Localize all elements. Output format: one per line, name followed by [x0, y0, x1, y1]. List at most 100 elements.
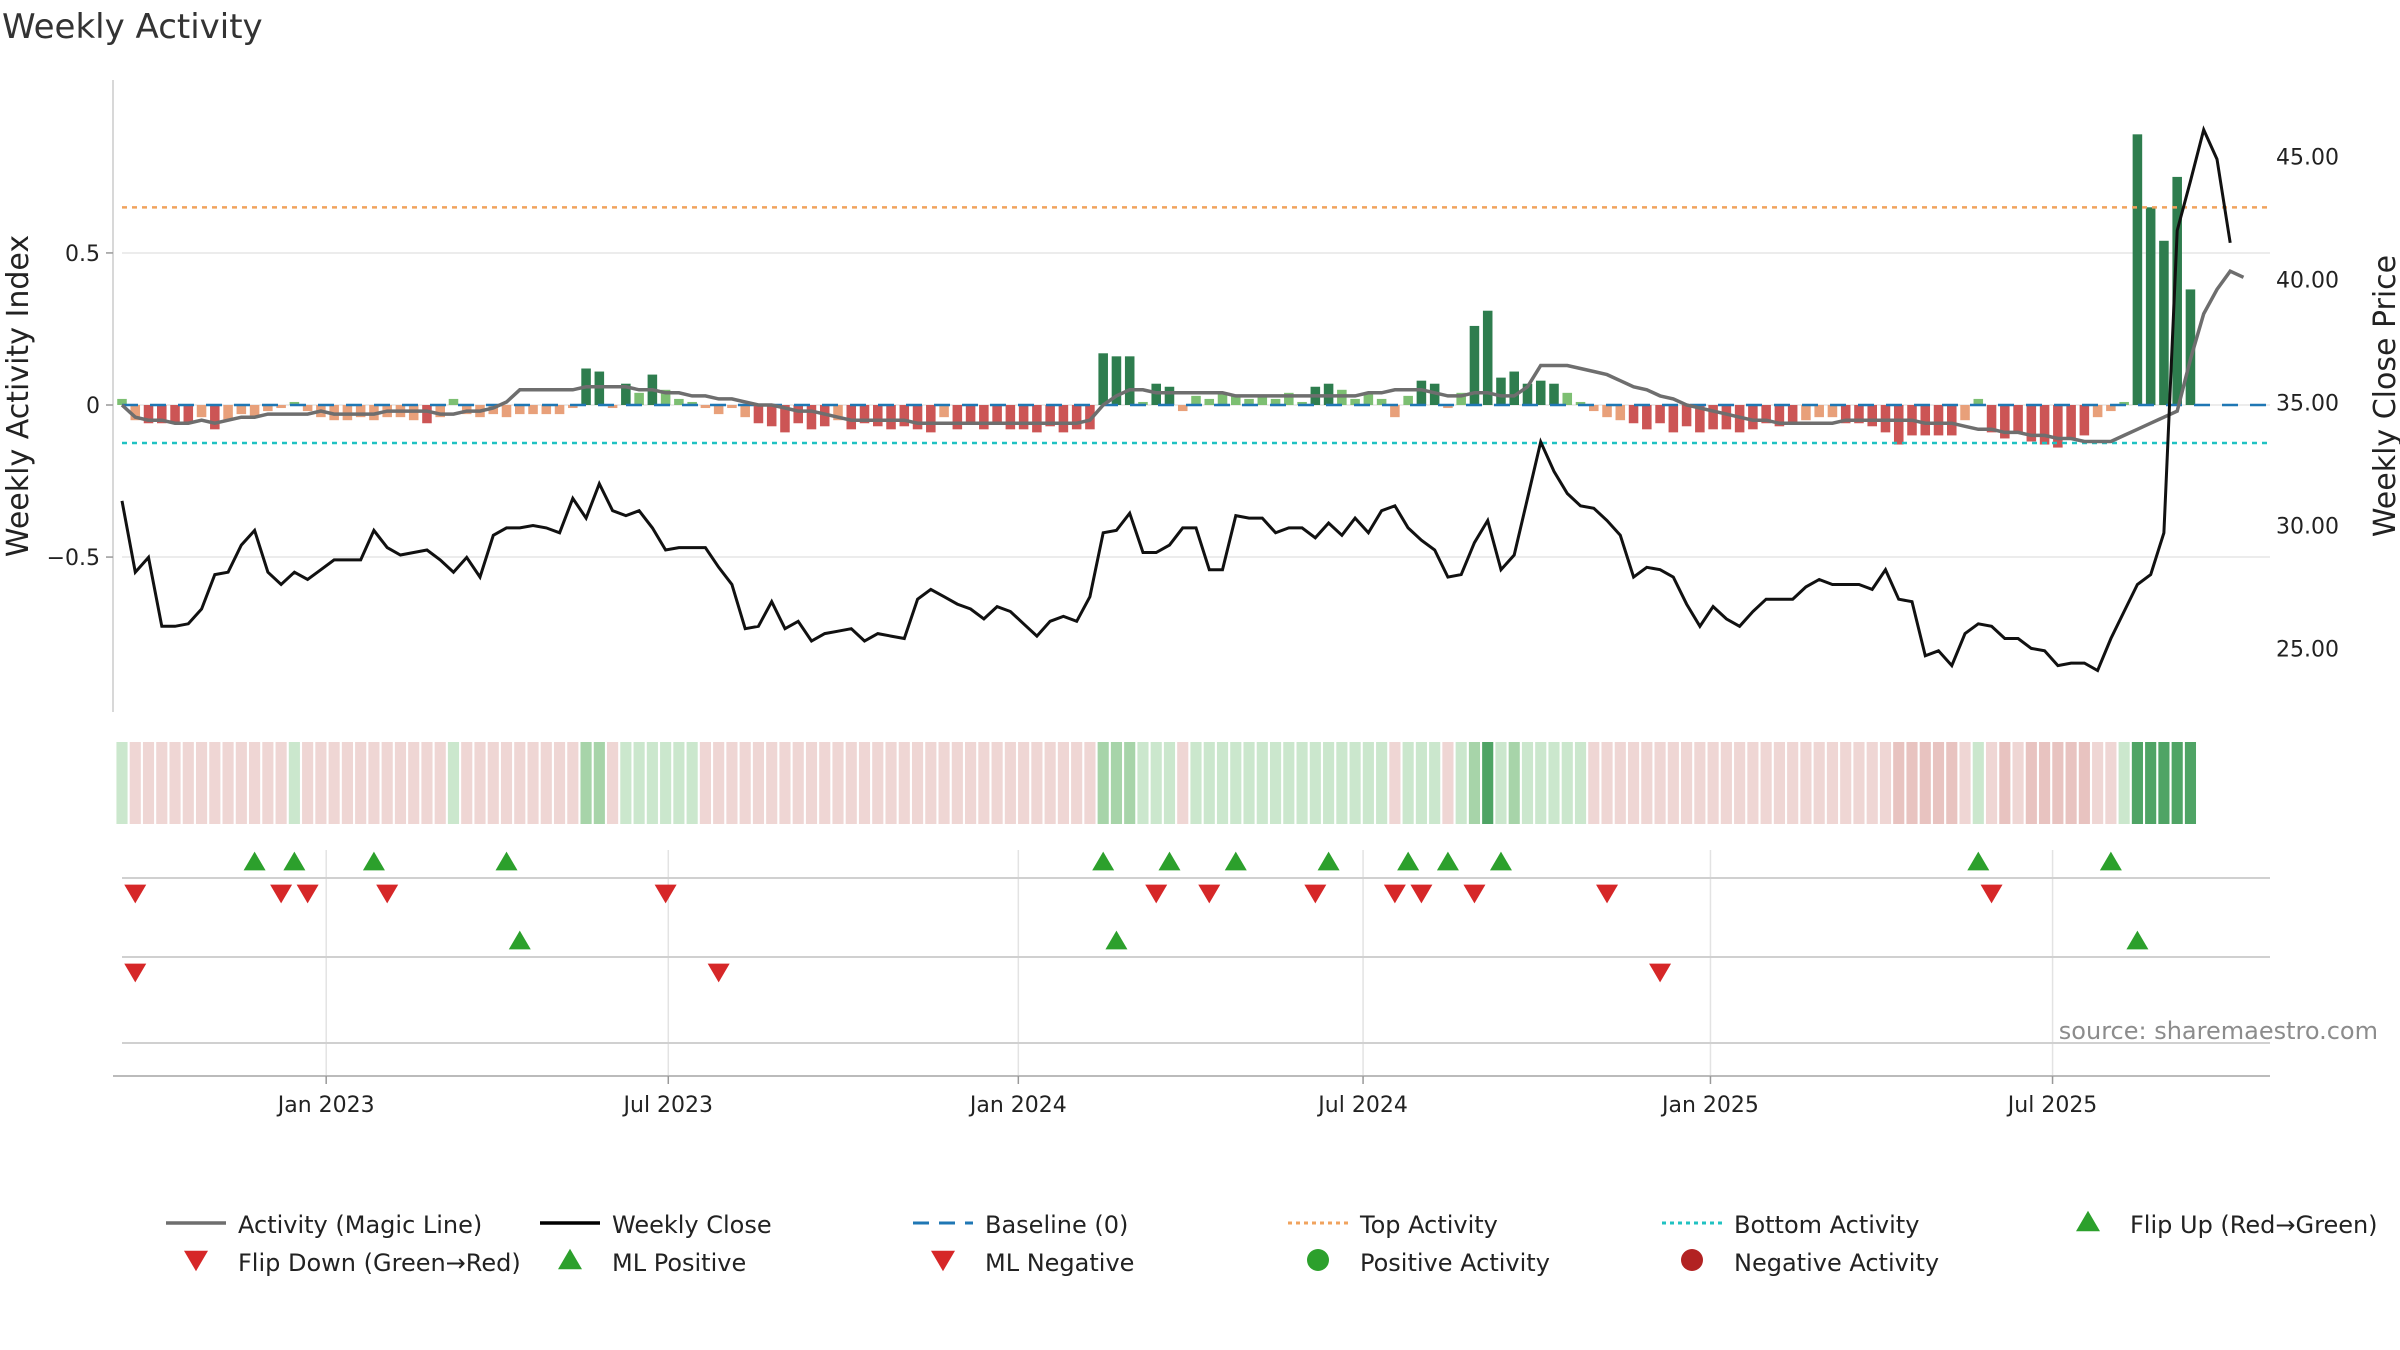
activity-bar	[1522, 383, 1533, 405]
activity-bar	[1774, 405, 1785, 427]
heat-cell	[262, 742, 274, 824]
flip-up-marker	[362, 851, 385, 871]
heat-cell	[872, 742, 884, 824]
activity-bar	[1615, 405, 1626, 421]
heat-cell	[620, 742, 632, 824]
activity-bar	[1549, 383, 1559, 405]
activity-bar	[2185, 289, 2196, 405]
heat-cell	[1760, 742, 1772, 824]
legend-item: Activity (Magic Line)	[166, 1211, 482, 1239]
heat-cell	[819, 742, 831, 824]
heat-cell	[169, 742, 181, 824]
heat-cell	[2131, 742, 2143, 824]
activity-bar	[2106, 405, 2116, 412]
heat-cell	[1177, 742, 1189, 824]
heat-cell	[699, 742, 711, 824]
heat-cell	[1601, 742, 1613, 824]
y-axis-right-label: Weekly Close Price	[2368, 255, 2400, 537]
x-tick-label: Jul 2023	[622, 1093, 714, 1118]
y-left-tick-label: 0	[86, 394, 100, 419]
heat-cell	[368, 742, 380, 824]
heat-cell	[567, 742, 579, 824]
heat-cell	[1376, 742, 1388, 824]
heat-cell	[302, 742, 314, 824]
flip-down-marker	[376, 884, 399, 904]
activity-bar	[766, 405, 777, 427]
activity-bar	[1668, 405, 1679, 433]
activity-bar	[2026, 405, 2037, 442]
flip-down-marker	[1304, 884, 1327, 904]
activity-bar	[1111, 356, 1122, 405]
heat-cell	[1336, 742, 1348, 824]
activity-bar	[886, 405, 896, 430]
activity-bar	[1496, 377, 1506, 405]
activity-bar	[952, 405, 963, 430]
heat-cell	[1482, 742, 1494, 824]
heat-cell	[487, 742, 499, 824]
heat-cell	[739, 742, 751, 824]
heat-cell	[1455, 742, 1467, 824]
activity-bar	[1589, 405, 1599, 412]
activity-bar	[621, 383, 631, 405]
activity-bar	[1602, 405, 1612, 418]
flip-down-marker	[270, 884, 293, 904]
activity-bar	[965, 405, 976, 424]
y-axis-left-label: Weekly Activity Index	[1, 235, 36, 557]
activity-bar	[1257, 395, 1268, 405]
heat-cell	[660, 742, 672, 824]
y-left-tick-label: 0.5	[65, 242, 100, 267]
activity-bar	[1748, 405, 1758, 430]
heat-cell	[1681, 742, 1693, 824]
heat-cell	[1057, 742, 1069, 824]
activity-bar	[1390, 405, 1400, 418]
heat-cell	[394, 742, 407, 824]
chart-title: Weekly Activity	[2, 7, 263, 47]
heat-cell	[726, 742, 738, 824]
legend-label: Flip Up (Red→Green)	[2130, 1211, 2378, 1239]
legend-label: Weekly Close	[612, 1211, 772, 1239]
activity-bar	[554, 405, 565, 415]
activity-bar	[2119, 401, 2129, 405]
activity-bar	[568, 405, 578, 409]
activity-bar	[1071, 405, 1082, 430]
activity-bar	[210, 405, 220, 430]
activity-bar	[1138, 401, 1148, 405]
y-right-tick-label: 35.00	[2276, 392, 2339, 417]
ml-negative-marker	[124, 963, 147, 983]
activity-bar	[1098, 353, 1108, 405]
x-tick-label: Jan 2024	[968, 1093, 1067, 1118]
legend-label: Bottom Activity	[1734, 1211, 1919, 1239]
heat-cell	[1269, 742, 1282, 824]
activity-bar	[634, 392, 644, 405]
legend: Activity (Magic Line) Weekly Close Baselin…	[166, 1210, 2378, 1277]
heat-cell	[315, 742, 327, 824]
heat-cell	[142, 742, 155, 824]
activity-bar	[2000, 405, 2010, 439]
heat-cell	[1402, 742, 1414, 824]
heat-cell	[1309, 742, 1321, 824]
heat-cell	[1442, 742, 1454, 824]
flip-down-marker	[1383, 884, 1406, 904]
activity-bar	[1270, 398, 1281, 405]
heat-cell	[580, 742, 592, 824]
heat-cell	[129, 742, 141, 824]
heat-cell	[328, 742, 340, 824]
activity-bar	[2145, 207, 2156, 405]
legend-label: Top Activity	[1359, 1211, 1498, 1239]
heat-cell	[1588, 742, 1600, 824]
activity-bar	[727, 405, 737, 409]
flip-down-marker	[1198, 884, 1221, 904]
activity-bar	[2053, 405, 2063, 448]
flip-down-marker	[124, 884, 147, 904]
heat-cell	[1097, 742, 1109, 824]
activity-bar	[1018, 405, 1029, 430]
heat-cell	[766, 742, 778, 824]
activity-bar	[1191, 395, 1201, 405]
x-tick-label: Jan 2023	[276, 1093, 375, 1118]
heat-cell	[527, 742, 539, 824]
flip-markers	[124, 851, 2149, 983]
heat-cell	[1972, 742, 1984, 824]
heat-cell	[938, 742, 950, 824]
activity-bar	[674, 398, 684, 405]
activity-bar	[1177, 405, 1188, 412]
